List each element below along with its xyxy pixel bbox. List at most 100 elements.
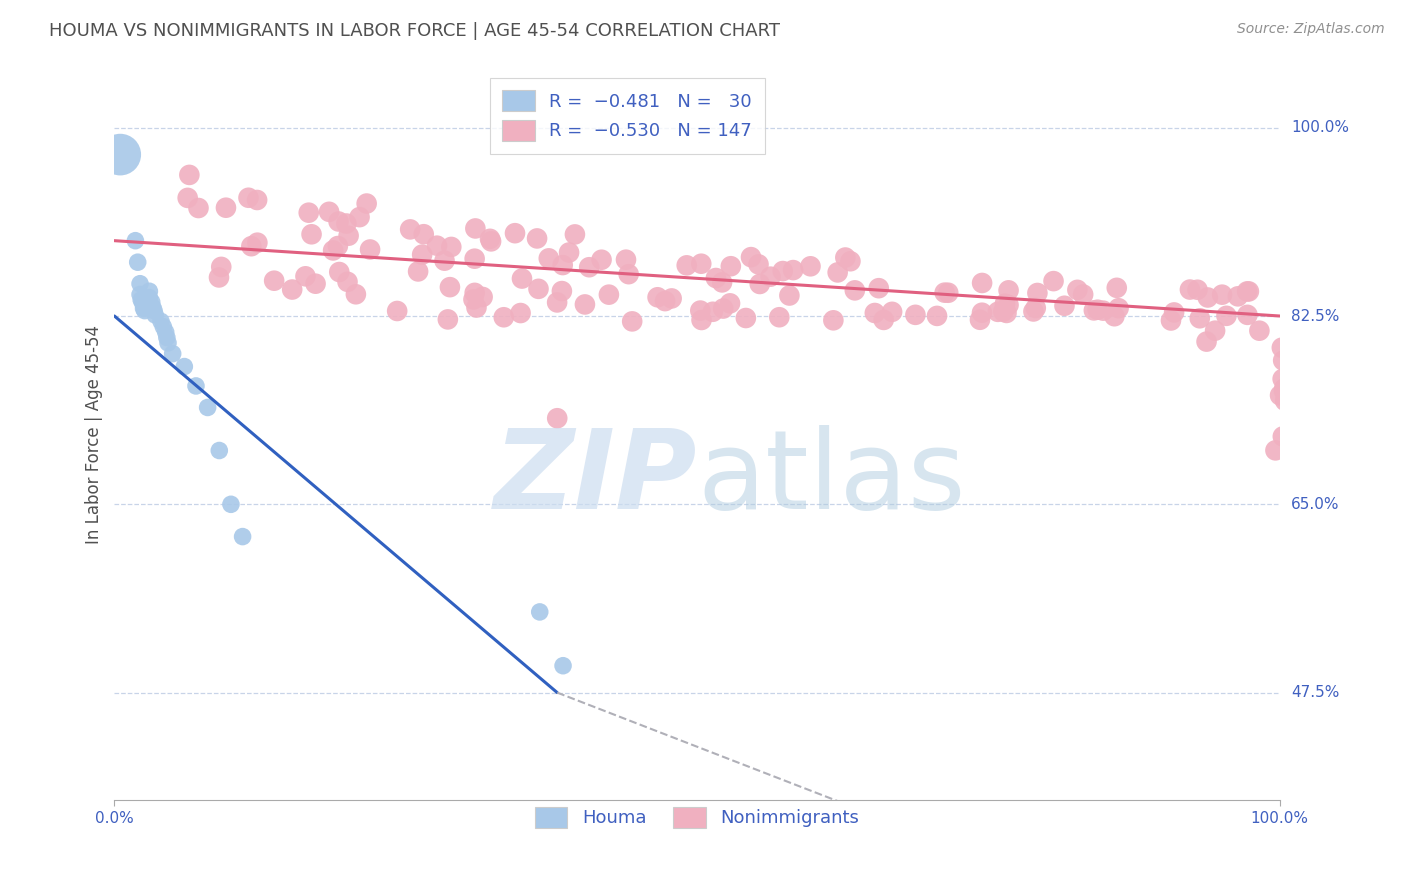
Point [661,292,683,306]
Point [1271,372,1294,386]
Point [131,295,153,310]
Point [1204,324,1226,338]
Point [337,228,360,243]
Text: HOUMA VS NONIMMIGRANTS IN LABOR FORCE | AGE 45-54 CORRELATION CHART: HOUMA VS NONIMMIGRANTS IN LABOR FORCE | … [49,22,780,40]
Point [969,313,991,327]
Point [844,284,866,298]
Y-axis label: In Labor Force | Age 45-54: In Labor Force | Age 45-54 [86,325,103,544]
Point [464,285,486,300]
Point [1083,303,1105,318]
Point [1178,283,1201,297]
Point [197,401,219,415]
Point [465,301,488,315]
Point [238,191,260,205]
Point [778,288,800,302]
Point [1236,285,1258,299]
Point [720,259,742,273]
Point [614,252,637,267]
Point [464,252,486,266]
Point [463,293,485,307]
Point [240,239,263,253]
Point [479,232,502,246]
Point [882,305,904,319]
Point [970,306,993,320]
Point [1272,384,1295,398]
Point [748,277,770,291]
Point [1272,353,1295,368]
Point [399,222,422,236]
Point [162,346,184,360]
Point [1092,303,1115,318]
Point [298,205,321,219]
Point [654,294,676,309]
Point [1272,381,1295,395]
Point [546,295,568,310]
Point [904,308,927,322]
Point [782,263,804,277]
Point [711,276,734,290]
Point [127,255,149,269]
Point [179,168,201,182]
Point [132,298,155,312]
Point [1087,302,1109,317]
Point [129,287,152,301]
Point [834,251,856,265]
Point [925,309,948,323]
Point [675,258,697,272]
Point [551,658,574,673]
Point [187,201,209,215]
Point [868,281,890,295]
Point [711,301,734,316]
Point [537,252,560,266]
Point [281,283,304,297]
Point [155,325,177,339]
Point [176,191,198,205]
Point [1211,287,1233,301]
Legend: Houma, Nonimmigrants: Houma, Nonimmigrants [527,800,866,835]
Point [994,296,1017,310]
Text: atlas: atlas [697,425,966,532]
Point [546,411,568,425]
Point [142,301,165,315]
Point [134,303,156,318]
Point [799,260,821,274]
Point [997,283,1019,297]
Point [152,319,174,334]
Point [1195,334,1218,349]
Text: Source: ZipAtlas.com: Source: ZipAtlas.com [1237,22,1385,37]
Point [578,260,600,275]
Point [1215,309,1237,323]
Point [129,277,152,291]
Point [336,275,359,289]
Point [1197,291,1219,305]
Point [574,297,596,311]
Point [689,303,711,318]
Point [936,285,959,300]
Point [209,260,232,274]
Point [1104,310,1126,324]
Point [232,530,254,544]
Point [827,265,849,279]
Point [863,306,886,320]
Point [759,269,782,284]
Point [246,193,269,207]
Point [412,227,434,242]
Point [823,313,845,327]
Point [208,270,231,285]
Point [551,258,574,272]
Text: 47.5%: 47.5% [1291,685,1339,700]
Point [326,239,349,253]
Text: ZIP: ZIP [494,425,697,532]
Point [934,285,956,300]
Point [768,310,790,325]
Text: 100.0%: 100.0% [1291,120,1348,136]
Point [509,306,531,320]
Point [349,210,371,224]
Point [734,311,756,326]
Text: 82.5%: 82.5% [1291,309,1339,324]
Point [510,271,533,285]
Point [772,264,794,278]
Point [995,306,1018,320]
Point [1022,304,1045,318]
Point [1271,341,1294,355]
